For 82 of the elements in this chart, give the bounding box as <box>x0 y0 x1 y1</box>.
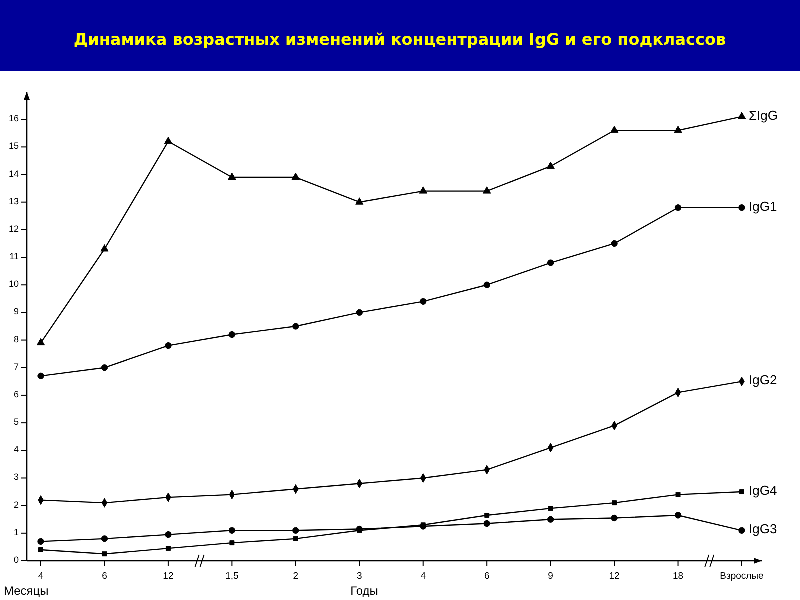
x-tick-label: 12 <box>163 570 174 582</box>
point <box>38 372 44 380</box>
y-tick-label: 15 <box>8 142 19 152</box>
x-tick-label: 2 <box>293 570 299 582</box>
point <box>484 520 490 528</box>
x-tick-label: 12 <box>609 570 620 582</box>
point <box>676 492 681 498</box>
point <box>230 540 235 546</box>
point <box>674 126 682 134</box>
point <box>164 136 173 144</box>
point <box>292 527 300 534</box>
point <box>419 186 428 194</box>
point <box>611 514 618 522</box>
y-tick-label: 9 <box>14 307 19 318</box>
y-tick-label: 0 <box>14 555 19 566</box>
point <box>165 342 172 350</box>
point <box>548 506 554 512</box>
x-tick-label: 9 <box>548 570 554 582</box>
point <box>38 538 44 546</box>
series-label: IgG2 <box>749 373 778 388</box>
point <box>228 172 236 180</box>
point <box>674 512 682 519</box>
x-tick-label: 18 <box>672 570 684 582</box>
point <box>547 516 554 523</box>
point <box>738 204 746 212</box>
point <box>738 112 746 120</box>
point <box>165 531 172 538</box>
point <box>101 536 108 542</box>
y-tick-label: 1 <box>14 528 19 538</box>
series-label: ΣIgG <box>749 108 778 124</box>
x-axis-title: Годы <box>350 584 378 598</box>
series-label: IgG4 <box>749 483 778 498</box>
x-tick-label: 4 <box>420 570 426 582</box>
y-tick-label: 12 <box>8 224 19 234</box>
point <box>100 244 109 252</box>
point <box>38 547 44 552</box>
point <box>610 126 619 134</box>
y-tick-label: 2 <box>14 500 19 510</box>
point <box>228 527 236 534</box>
point <box>166 546 171 552</box>
point <box>293 536 298 542</box>
x-tick-label: 3 <box>356 570 362 582</box>
point <box>612 500 618 506</box>
point <box>36 338 46 346</box>
point <box>420 298 427 306</box>
y-tick-label: 4 <box>14 445 19 456</box>
point <box>482 186 492 194</box>
x-tick-label: 4 <box>38 570 44 582</box>
point <box>484 282 490 288</box>
point <box>546 162 555 169</box>
y-tick-label: 3 <box>14 472 19 483</box>
point <box>484 512 490 518</box>
y-tick-label: 7 <box>14 362 19 372</box>
point <box>740 490 744 495</box>
y-tick-label: 10 <box>8 279 19 290</box>
x-tick-label: 6 <box>102 570 108 582</box>
text: Месяцы <box>4 584 49 598</box>
point <box>356 309 363 316</box>
x-tick-label: 6 <box>484 570 490 582</box>
point <box>547 260 554 266</box>
x-tick-label: 1,5 <box>226 570 239 582</box>
point <box>674 204 682 212</box>
y-tick-label: 5 <box>14 417 19 428</box>
y-tick-label: 14 <box>8 169 19 180</box>
point <box>292 172 300 180</box>
point <box>292 323 300 330</box>
point <box>101 364 108 372</box>
y-tick-label: 13 <box>8 196 19 207</box>
point <box>102 552 108 557</box>
chart-title: Динамика возрастных изменений концентрации IgG и его подклассов <box>74 30 726 50</box>
y-tick-label: 6 <box>14 390 19 400</box>
y-tick-label: 16 <box>8 114 19 124</box>
x-tick-label: Взрослые <box>720 570 764 582</box>
point <box>356 526 363 533</box>
series-label: IgG1 <box>749 199 778 214</box>
series-label: IgG3 <box>749 522 778 538</box>
point <box>228 331 236 338</box>
y-tick-label: 11 <box>10 252 19 262</box>
point <box>611 240 618 248</box>
point <box>738 527 746 534</box>
y-tick-label: 8 <box>14 334 19 345</box>
point <box>356 198 364 205</box>
